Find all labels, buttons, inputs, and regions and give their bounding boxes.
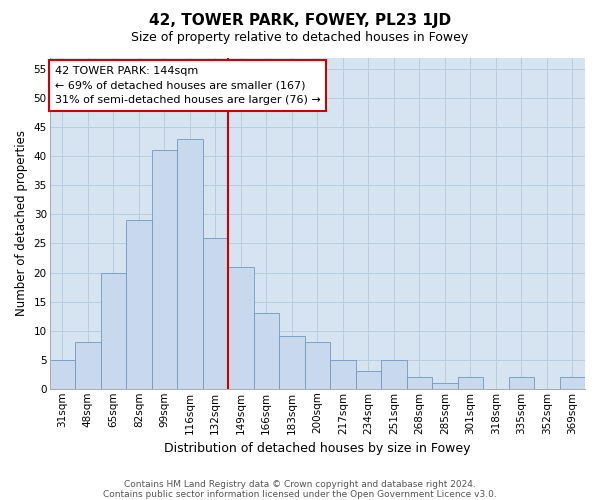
Bar	[152, 150, 177, 389]
Bar	[330, 360, 356, 389]
Bar	[177, 139, 203, 389]
Bar	[203, 238, 228, 389]
Bar	[254, 313, 279, 389]
Bar	[381, 360, 407, 389]
Y-axis label: Number of detached properties: Number of detached properties	[15, 130, 28, 316]
Bar	[101, 272, 126, 389]
Bar	[75, 342, 101, 389]
Bar	[509, 377, 534, 389]
Bar	[228, 266, 254, 389]
Bar	[560, 377, 585, 389]
Text: 42 TOWER PARK: 144sqm
← 69% of detached houses are smaller (167)
31% of semi-det: 42 TOWER PARK: 144sqm ← 69% of detached …	[55, 66, 320, 106]
Bar	[432, 383, 458, 389]
Bar	[50, 360, 75, 389]
Bar	[407, 377, 432, 389]
Bar	[279, 336, 305, 389]
Bar	[356, 372, 381, 389]
Text: Size of property relative to detached houses in Fowey: Size of property relative to detached ho…	[131, 31, 469, 44]
Bar	[305, 342, 330, 389]
Bar	[458, 377, 483, 389]
Text: 42, TOWER PARK, FOWEY, PL23 1JD: 42, TOWER PARK, FOWEY, PL23 1JD	[149, 12, 451, 28]
Bar	[126, 220, 152, 389]
Text: Contains HM Land Registry data © Crown copyright and database right 2024.
Contai: Contains HM Land Registry data © Crown c…	[103, 480, 497, 499]
X-axis label: Distribution of detached houses by size in Fowey: Distribution of detached houses by size …	[164, 442, 470, 455]
